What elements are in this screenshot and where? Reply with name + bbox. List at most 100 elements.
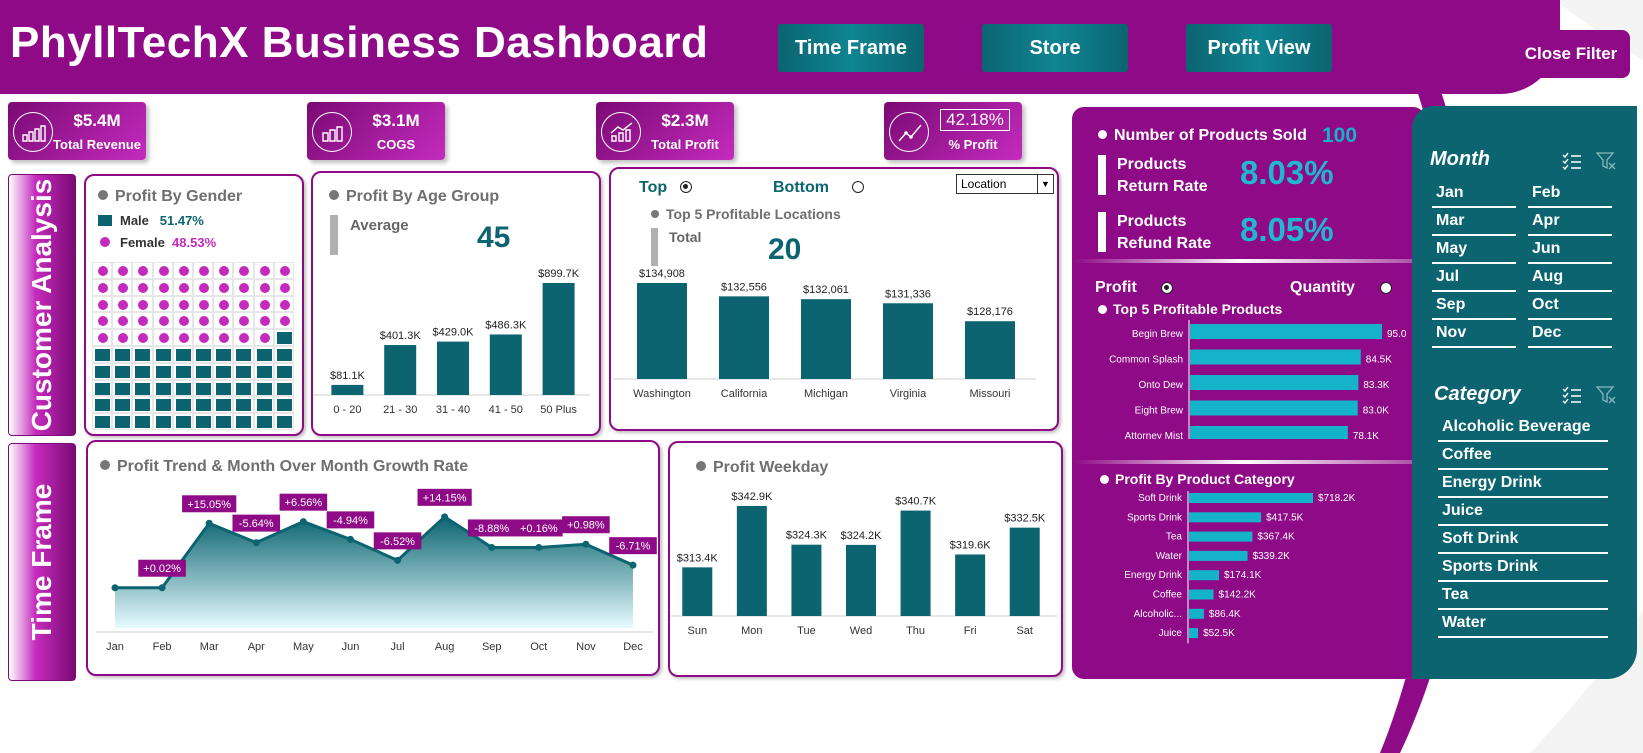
growth-label: -8.88% bbox=[474, 523, 509, 535]
data-label: $174.1K bbox=[1224, 570, 1262, 581]
growth-label-box bbox=[182, 495, 237, 513]
bar bbox=[1190, 375, 1359, 390]
quantity-radio[interactable] bbox=[1380, 282, 1392, 294]
waffle-mark bbox=[276, 349, 292, 361]
data-point bbox=[111, 584, 119, 592]
growth-label-box bbox=[515, 519, 563, 537]
waffle-mark bbox=[276, 382, 292, 395]
category-option[interactable]: Sports Drink bbox=[1438, 558, 1608, 582]
bar bbox=[965, 321, 1015, 379]
month-option[interactable]: Aug bbox=[1528, 268, 1612, 292]
waffle-mark bbox=[276, 365, 292, 378]
category-option[interactable]: Tea bbox=[1438, 586, 1608, 610]
waffle-cell-female bbox=[213, 312, 234, 330]
top-radio[interactable] bbox=[680, 181, 692, 193]
x-tick-label: Sep bbox=[482, 641, 502, 653]
waffle-mark bbox=[256, 365, 272, 378]
month-option[interactable]: May bbox=[1432, 240, 1516, 264]
waffle-mark bbox=[279, 316, 290, 327]
waffle-mark bbox=[256, 399, 272, 412]
month-option[interactable]: Oct bbox=[1528, 296, 1612, 320]
month-slicer: Jan Feb Mar Apr May Jun Jul Aug Sep Oct Nov Dec bbox=[1432, 184, 1642, 354]
month-option[interactable]: Apr bbox=[1528, 212, 1612, 236]
waffle-cell-female bbox=[193, 329, 214, 346]
nav-profit-view-button[interactable]: Profit View bbox=[1186, 24, 1332, 72]
waffle-cell-male bbox=[273, 329, 294, 346]
waffle-cell-male bbox=[112, 346, 133, 363]
waffle-cell-male bbox=[213, 362, 234, 380]
multi-select-icon[interactable] bbox=[1562, 152, 1582, 175]
waffle-cell-female bbox=[132, 295, 153, 313]
data-label: $52.5K bbox=[1203, 628, 1235, 639]
waffle-cell-female bbox=[152, 329, 173, 346]
waffle-cell-male bbox=[193, 362, 214, 380]
month-option[interactable]: Feb bbox=[1528, 184, 1612, 208]
category-option[interactable]: Soft Drink bbox=[1438, 530, 1608, 554]
data-label: $128,176 bbox=[967, 306, 1013, 318]
data-label: $86.4K bbox=[1209, 609, 1241, 620]
month-option[interactable]: Sep bbox=[1432, 296, 1516, 320]
waffle-mark bbox=[175, 349, 191, 361]
clear-filter-icon[interactable] bbox=[1595, 152, 1616, 175]
waffle-cell-male bbox=[193, 396, 214, 414]
category-option[interactable]: Alcoholic Beverage bbox=[1438, 418, 1608, 442]
clear-filter-icon[interactable] bbox=[1595, 386, 1616, 409]
month-option[interactable]: Mar bbox=[1432, 212, 1516, 236]
waffle-mark bbox=[256, 349, 272, 361]
month-option[interactable]: Jun bbox=[1528, 240, 1612, 264]
average-label: Average bbox=[350, 217, 409, 234]
profit-radio[interactable] bbox=[1161, 282, 1173, 294]
x-tick-label: Jan bbox=[106, 641, 124, 653]
data-point bbox=[394, 556, 402, 564]
location-dropdown[interactable]: Location ▼ bbox=[956, 174, 1054, 194]
month-option[interactable]: Jan bbox=[1432, 184, 1516, 208]
waffle-cell-female bbox=[213, 329, 234, 346]
waffle-mark bbox=[178, 316, 189, 327]
waffle-mark bbox=[175, 365, 191, 378]
month-option[interactable]: Jul bbox=[1432, 268, 1516, 292]
waffle-cell-female bbox=[152, 278, 173, 296]
data-point bbox=[299, 518, 307, 526]
filter-panel: Month Jan Feb Mar Apr May Jun Jul Aug Sep Oct Nov D… bbox=[1412, 106, 1637, 679]
waffle-cell-female bbox=[132, 329, 153, 346]
category-option[interactable]: Coffee bbox=[1438, 446, 1608, 470]
waffle-mark bbox=[138, 282, 149, 293]
data-point bbox=[488, 543, 496, 551]
bar bbox=[489, 334, 522, 395]
growth-label: -4.94% bbox=[333, 515, 368, 527]
growth-label-box bbox=[279, 493, 328, 511]
bar bbox=[1190, 400, 1358, 416]
growth-label-box bbox=[417, 488, 472, 506]
month-option[interactable]: Nov bbox=[1432, 324, 1516, 348]
bar bbox=[883, 303, 933, 379]
waffle-mark bbox=[175, 382, 191, 395]
bar-chart-icon bbox=[312, 112, 352, 152]
time-frame-tab[interactable]: Time Frame bbox=[8, 443, 76, 681]
waffle-mark bbox=[259, 282, 270, 293]
category-option[interactable]: Juice bbox=[1438, 502, 1608, 526]
waffle-cell-female bbox=[233, 329, 254, 346]
x-tick-label: 50 Plus bbox=[540, 404, 577, 416]
nav-time-frame-button[interactable]: Time Frame bbox=[778, 24, 924, 72]
category-option[interactable]: Water bbox=[1438, 614, 1608, 638]
waffle-cell-female bbox=[213, 262, 234, 279]
nav-store-button[interactable]: Store bbox=[982, 24, 1128, 72]
data-label: $401.3K bbox=[380, 330, 422, 342]
waffle-cell-male bbox=[273, 346, 294, 363]
waffle-mark bbox=[118, 282, 129, 293]
close-filter-button[interactable]: Close Filter bbox=[1512, 30, 1630, 78]
x-tick-label: Tue bbox=[797, 625, 816, 637]
customer-analysis-tab[interactable]: Customer Analysis bbox=[8, 174, 76, 436]
waffle-mark bbox=[118, 299, 129, 310]
waffle-cell-male bbox=[273, 413, 294, 430]
multi-select-icon[interactable] bbox=[1562, 386, 1582, 409]
waffle-cell-female bbox=[172, 278, 193, 296]
waffle-mark bbox=[259, 316, 270, 327]
month-option[interactable]: Dec bbox=[1528, 324, 1612, 348]
waffle-cell-female bbox=[193, 278, 214, 296]
bottom-radio[interactable] bbox=[852, 181, 864, 193]
weekday-bar-chart: $313.4K Sun $342.9K Mon $324.3K Tue $324.2K Wed… bbox=[670, 491, 1057, 637]
waffle-mark bbox=[178, 266, 189, 276]
profit-toggle-label: Profit bbox=[1095, 279, 1137, 296]
category-option[interactable]: Energy Drink bbox=[1438, 474, 1608, 498]
